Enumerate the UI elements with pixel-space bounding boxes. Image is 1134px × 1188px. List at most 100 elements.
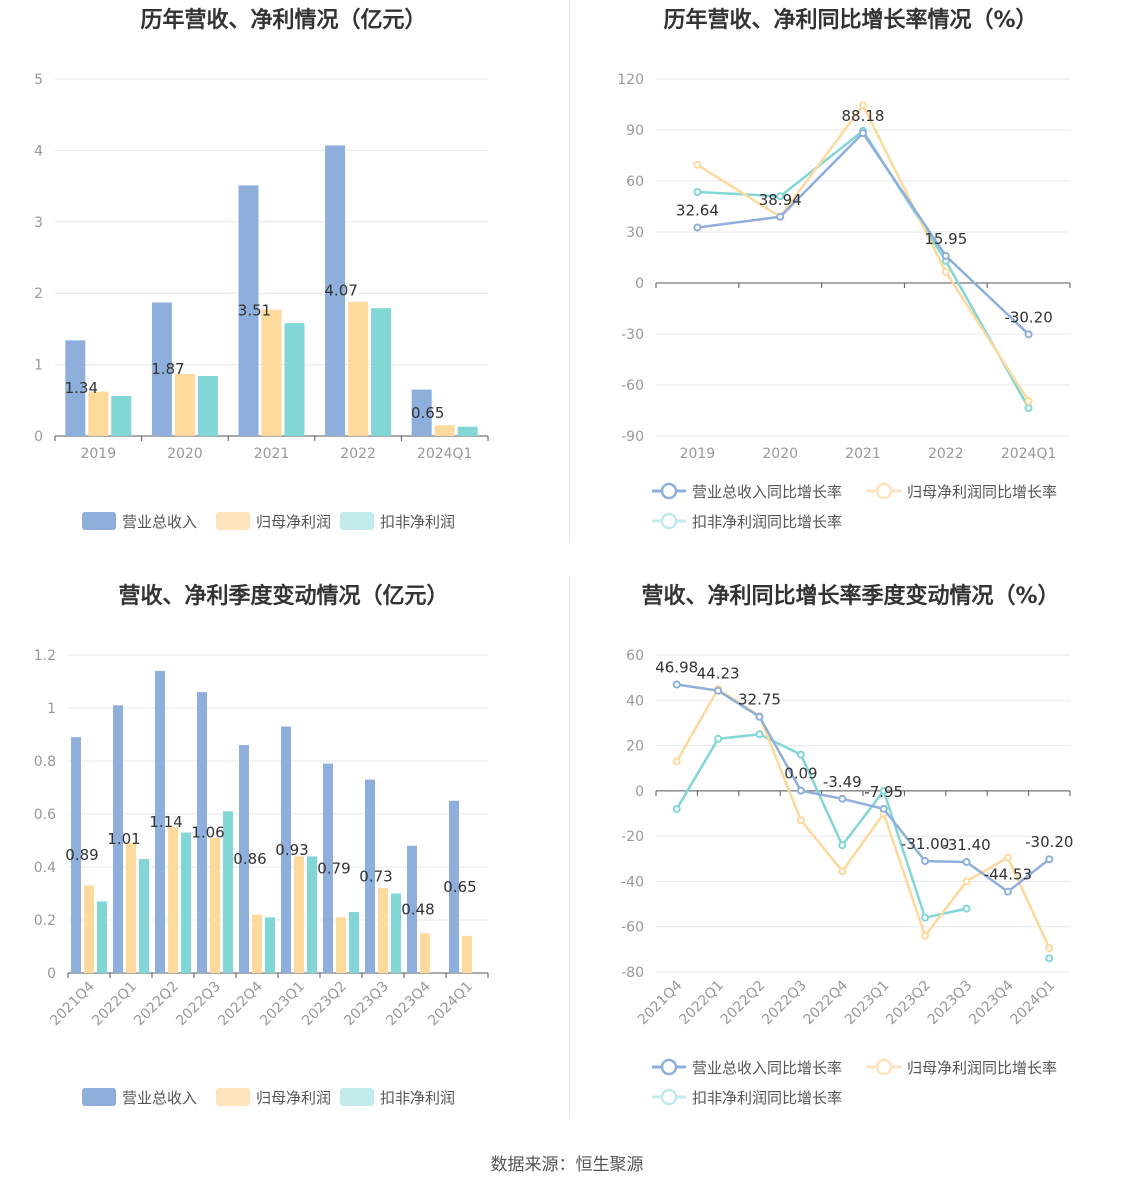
bar-net-profit (462, 935, 472, 973)
data-label: 0.65 (411, 404, 444, 422)
panel-quarter-line: 营收、净利同比增长率季度变动情况（%） -80 -60 -40 -20 0 20 40 60 2… (567, 576, 1134, 1136)
x-tick-label: 2022Q2 (718, 978, 769, 1029)
data-label: 4.07 (324, 282, 357, 300)
bar-revenue (65, 340, 86, 436)
bar-revenue (365, 779, 375, 973)
bar-revenue (151, 302, 172, 436)
data-point (796, 750, 805, 759)
y-tick-label: -80 (621, 965, 644, 981)
y-tick-label: 1 (47, 701, 56, 717)
bar-deducted-profit (349, 912, 359, 973)
y-tick-label: 30 (626, 225, 644, 241)
chart-annual-bar: 0 1 2 3 4 5 2019 1.34 2020 1.87 2021 3.51 2022 4.07 20… (34, 72, 489, 531)
x-tick-label: 2019 (80, 446, 116, 462)
data-point (921, 931, 930, 940)
data-point (962, 904, 971, 913)
data-point (714, 734, 723, 743)
x-tick-label: 2022Q1 (676, 978, 727, 1029)
data-label: -44.53 (984, 866, 1032, 884)
bar-revenue (323, 763, 333, 973)
data-label: 0.73 (359, 867, 392, 885)
data-label: -7.95 (864, 783, 903, 801)
series-line (677, 734, 1050, 958)
data-point (796, 786, 805, 795)
series-line (696, 102, 1030, 402)
x-tick-label: 2020 (167, 446, 203, 462)
bar-revenue (325, 145, 346, 437)
data-label: 0.89 (65, 846, 98, 864)
series-line (676, 683, 1051, 894)
chart-title: 历年营收、净利同比增长率情况（%） (663, 8, 1038, 33)
x-tick-label: 2024Q1 (1001, 446, 1057, 462)
data-point (859, 129, 867, 138)
data-point (879, 786, 888, 795)
bar-revenue (407, 845, 417, 973)
legend-marker (875, 482, 893, 500)
legend-marker (660, 482, 678, 500)
data-point (1024, 330, 1033, 339)
legend-label: 归母净利润同比增长率 (907, 483, 1057, 501)
data-label: 1.87 (151, 360, 184, 378)
bar-deducted-profit (223, 811, 233, 973)
legend-label: 扣非净利润同比增长率 (692, 513, 842, 531)
data-label: 0.79 (317, 859, 350, 877)
bar-revenue (281, 726, 291, 973)
data-point (672, 804, 681, 813)
data-label: 0.93 (275, 841, 308, 859)
data-label: 44.23 (697, 665, 740, 683)
bar-net-profit (294, 856, 304, 973)
data-label: -3.49 (823, 773, 862, 791)
x-tick-label: 2022 (340, 446, 376, 462)
data-point (879, 804, 888, 813)
x-tick-label: 2022Q2 (131, 979, 182, 1030)
bar-net-profit (420, 933, 430, 973)
y-tick-label: 1.2 (34, 648, 56, 664)
data-point (838, 841, 847, 850)
legend-label: 营业总收入 (122, 1089, 197, 1107)
y-tick-label: 4 (34, 143, 43, 159)
x-tick-label: 2022Q3 (173, 979, 224, 1030)
y-tick-label: 60 (626, 174, 644, 190)
data-label: 38.94 (759, 191, 802, 209)
legend-swatch (216, 1088, 250, 1106)
panel-annual-bar: 历年营收、净利情况（亿元） 0 1 2 3 4 5 2019 1.34 2020 1.87 2021… (0, 0, 567, 560)
data-point (693, 223, 702, 232)
y-tick-label: 60 (626, 648, 644, 664)
data-source-note: 数据来源：恒生聚源 (490, 1155, 644, 1175)
data-point (672, 680, 681, 689)
x-tick-label: 2022Q4 (215, 978, 266, 1029)
data-label: -30.20 (1004, 308, 1052, 326)
y-tick-label: 90 (626, 123, 644, 139)
bar-net-profit (126, 843, 136, 973)
data-point (693, 160, 702, 169)
bar-revenue (239, 745, 249, 973)
y-tick-label: 0 (635, 784, 644, 800)
bar-net-profit (168, 827, 178, 973)
chart-title: 营收、净利同比增长率季度变动情况（%） (641, 584, 1060, 609)
data-label: 32.64 (676, 202, 719, 220)
data-label: -31.40 (942, 836, 990, 854)
legend-label: 营业总收入同比增长率 (692, 483, 842, 501)
y-tick-label: 20 (626, 739, 644, 755)
bar-deducted-profit (181, 832, 191, 973)
x-tick-label: 2022Q3 (759, 978, 810, 1029)
legend-marker (875, 1058, 893, 1076)
x-tick-label: 2023Q2 (299, 979, 350, 1030)
bar-deducted-profit (391, 893, 401, 973)
data-label: 0.65 (443, 878, 476, 896)
bar-net-profit (84, 885, 94, 973)
legend-label: 归母净利润 (256, 513, 331, 531)
data-point (859, 101, 867, 110)
legend-label: 扣非净利润 (380, 513, 455, 531)
x-tick-label: 2023Q2 (883, 978, 934, 1029)
bar-deducted-profit (457, 426, 478, 436)
chart-quarterly-growth-line: -80-60-40-2002040602021Q42022Q12022Q2202… (621, 648, 1073, 1107)
data-point (1024, 403, 1033, 412)
y-tick-label: -60 (621, 920, 644, 936)
legend-swatch (340, 1088, 374, 1106)
bar-revenue (113, 705, 123, 973)
data-point (962, 857, 971, 866)
series-line (697, 131, 1030, 336)
y-tick-label: -40 (621, 874, 644, 890)
data-point (672, 757, 681, 766)
